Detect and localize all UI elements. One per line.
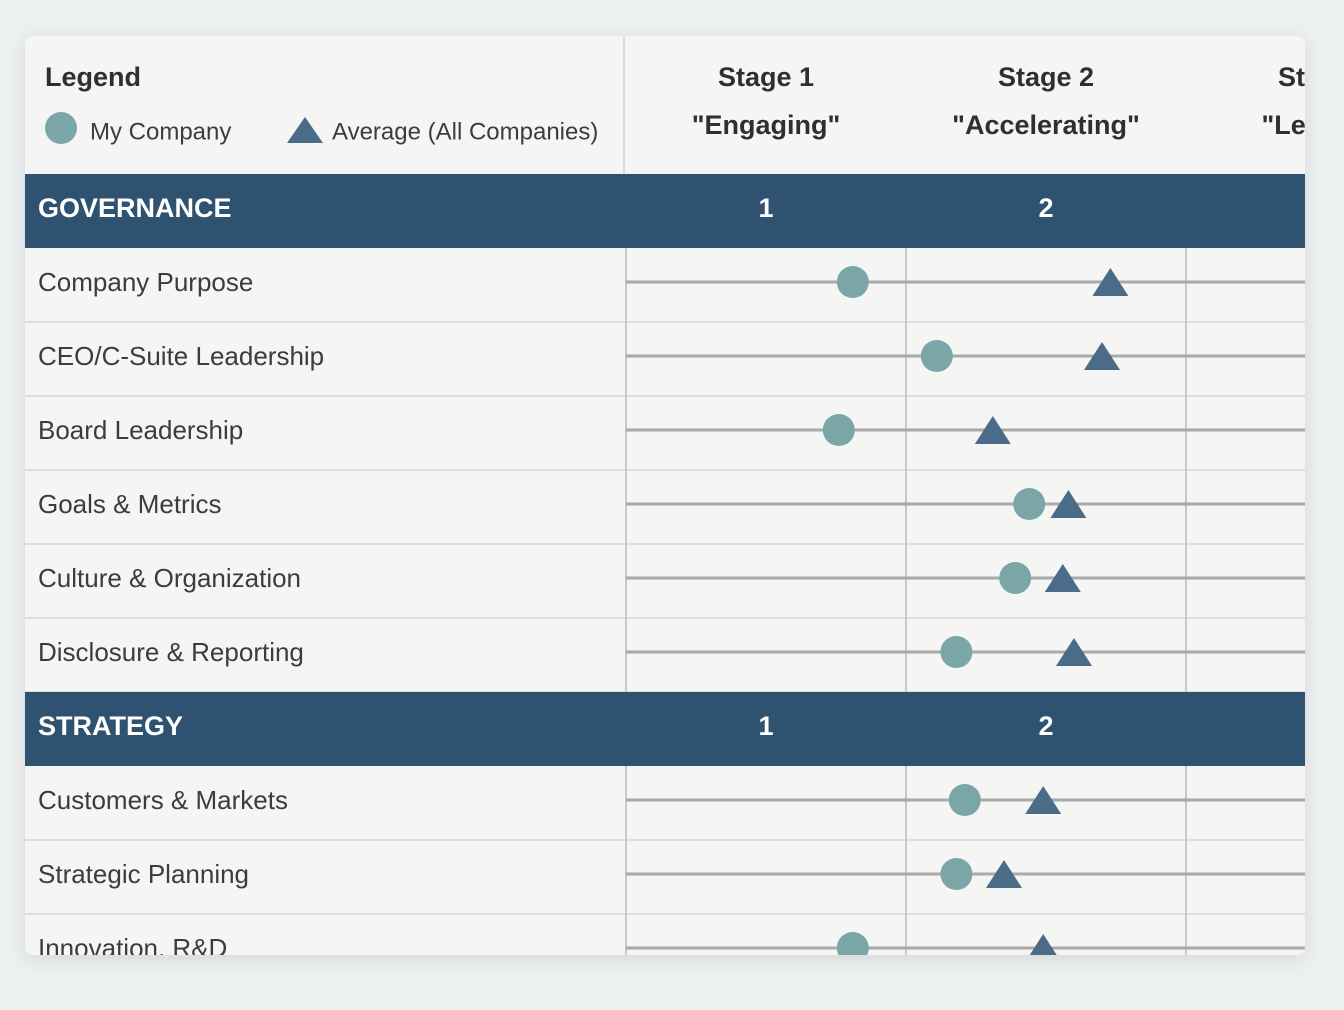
section-tick-label: 3 — [1318, 193, 1333, 223]
company-marker — [940, 636, 973, 668]
company-marker — [836, 932, 869, 955]
company-marker — [836, 266, 869, 298]
section-header — [25, 174, 1305, 248]
average-marker — [1056, 638, 1092, 666]
row-label: Innovation, R&D — [38, 933, 227, 963]
average-marker — [1025, 934, 1062, 955]
section-tick-label: 1 — [758, 711, 773, 741]
stage-name: Stage 1 — [718, 62, 814, 92]
legend-title: Legend — [45, 62, 141, 92]
stage-name: Stage 3 — [1278, 62, 1344, 92]
row-label: Disclosure & Reporting — [38, 637, 304, 667]
company-marker — [999, 562, 1032, 594]
row-label: Strategic Planning — [38, 859, 249, 889]
company-marker — [920, 340, 953, 372]
average-marker — [1025, 786, 1062, 814]
section-tick-label: 2 — [1038, 711, 1053, 741]
average-marker — [1084, 342, 1120, 370]
row-label: Company Purpose — [38, 267, 253, 297]
legend-marker — [287, 117, 323, 143]
company-marker — [1013, 488, 1046, 520]
average-marker — [1092, 268, 1129, 296]
row-label: CEO/C-Suite Leadership — [38, 341, 324, 371]
row-label: Goals & Metrics — [38, 489, 222, 519]
legend-marker — [45, 112, 77, 144]
section-title: STRATEGY — [38, 711, 183, 741]
average-marker — [974, 416, 1011, 444]
average-marker — [986, 860, 1022, 888]
section-tick-label: 1 — [758, 193, 773, 223]
section-tick-label: 3 — [1318, 711, 1333, 741]
section-header — [25, 692, 1305, 766]
stage-name: Stage 2 — [998, 62, 1094, 92]
average-marker — [1050, 490, 1087, 518]
row-label: Board Leadership — [38, 415, 243, 445]
legend-label: Average (All Companies) — [332, 118, 598, 145]
section-title: GOVERNANCE — [38, 193, 232, 223]
section-tick-label: 2 — [1038, 193, 1053, 223]
row-label: Culture & Organization — [38, 563, 301, 593]
stage-label: "Engaging" — [692, 110, 841, 140]
stage-label: "Accelerating" — [952, 110, 1140, 140]
legend-label: My Company — [90, 118, 231, 145]
company-marker — [948, 784, 981, 816]
card-content: Legend My Company Average (All Companies)… — [25, 36, 1344, 963]
average-marker — [1044, 564, 1081, 592]
company-marker — [940, 858, 973, 890]
stage-label: "Leading" — [1261, 110, 1344, 140]
row-label: Customers & Markets — [38, 785, 288, 815]
company-marker — [822, 414, 855, 446]
